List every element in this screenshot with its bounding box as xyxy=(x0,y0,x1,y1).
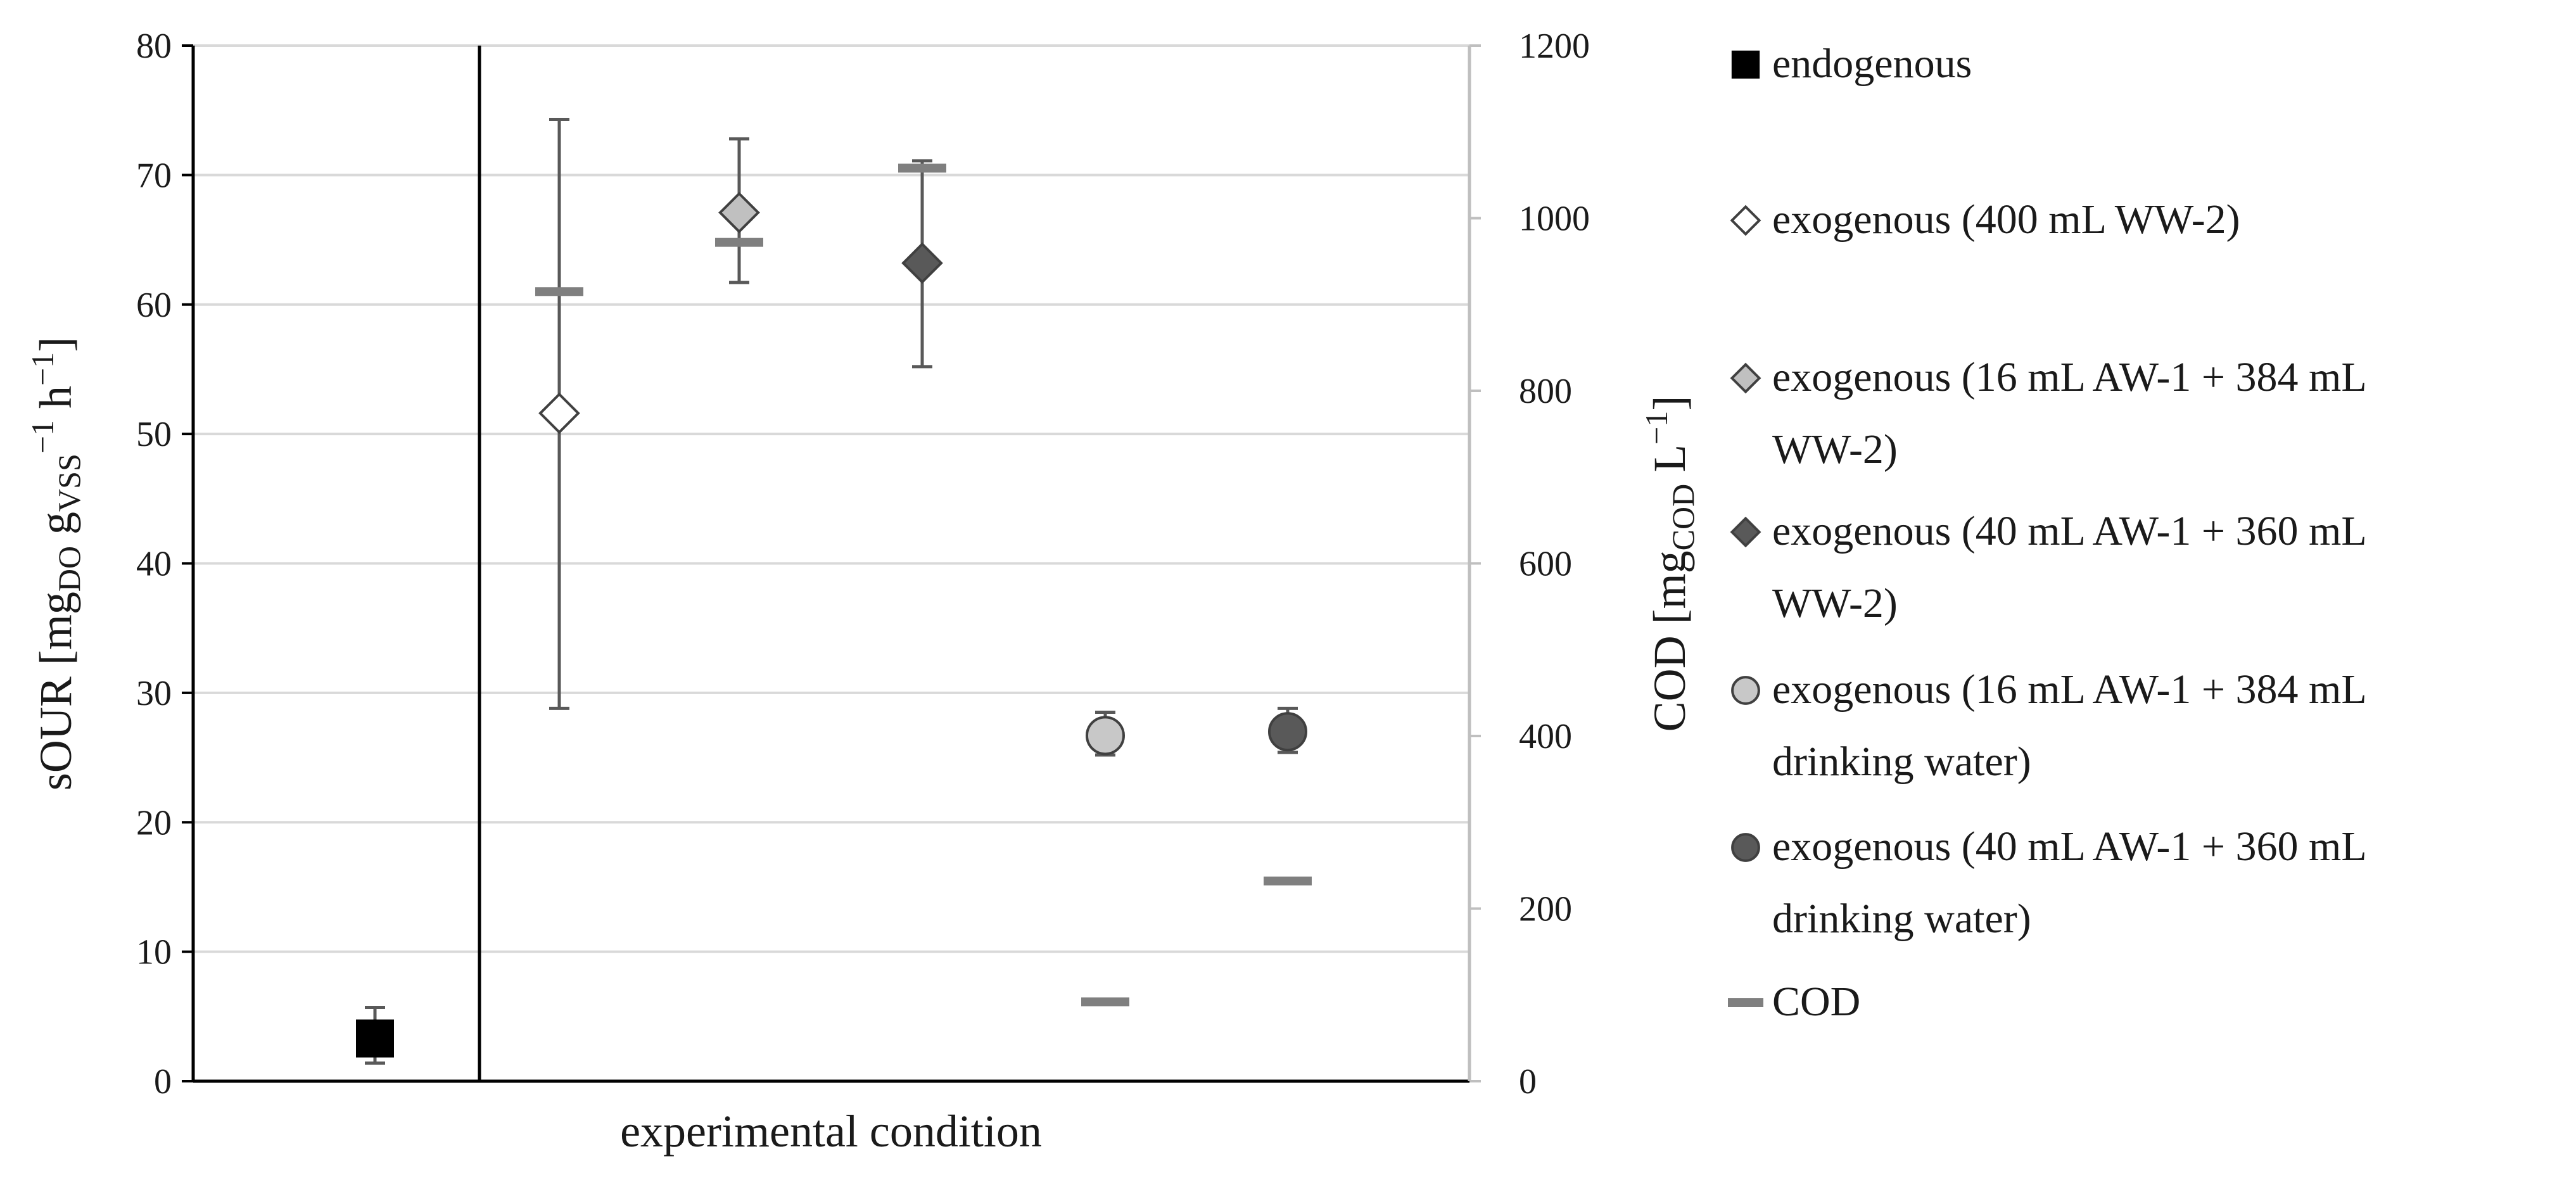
left-tick-labels: 0 10 20 30 40 50 60 70 80 xyxy=(136,27,172,1101)
right-tick-label-200: 200 xyxy=(1519,890,1572,929)
legend-label-3-2: WW-2) xyxy=(1772,426,1898,473)
left-tick-label-10: 10 xyxy=(136,933,172,972)
left-tick-label-40: 40 xyxy=(136,545,172,584)
data-point-1 xyxy=(356,1019,394,1058)
legend-label-2-1: exogenous (400 mL WW-2) xyxy=(1772,196,2240,243)
y-axis-title-mid: g xyxy=(30,512,81,546)
data-point-4 xyxy=(901,242,943,284)
cod-marker-1 xyxy=(535,287,583,296)
data-point-6 xyxy=(1268,712,1307,752)
y2-axis-title-main: COD [mg xyxy=(1644,550,1695,732)
legend-label-4-2: WW-2) xyxy=(1772,580,1898,626)
left-tick-label-0: 0 xyxy=(154,1062,172,1101)
y2-axis-title-mid: L xyxy=(1644,445,1695,484)
cod-marker-3 xyxy=(898,163,946,173)
legend-label-4-1: exogenous (40 mL AW-1 + 360 mL xyxy=(1772,508,2367,554)
legend-marker-4 xyxy=(1730,516,1761,548)
right-tick-label-800: 800 xyxy=(1519,372,1572,411)
right-tick-label-0: 0 xyxy=(1519,1062,1537,1101)
right-tick-label-1000: 1000 xyxy=(1519,200,1590,239)
data-point-2 xyxy=(538,392,580,435)
legend-marker-6 xyxy=(1731,833,1760,862)
y2-axis-title: COD [mgCOD L−1] xyxy=(1639,396,1701,732)
legend-label-5-1: exogenous (16 mL AW-1 + 384 mL xyxy=(1772,666,2367,713)
right-tick-label-1200: 1200 xyxy=(1519,27,1590,66)
left-tick-label-30: 30 xyxy=(136,674,172,713)
cod-markers xyxy=(535,163,1312,1006)
legend-label-6-1: exogenous (40 mL AW-1 + 360 mL xyxy=(1772,823,2367,870)
cod-marker-4 xyxy=(1081,997,1129,1006)
legend-label-1-1: endogenous xyxy=(1772,41,1972,87)
legend-marker-5 xyxy=(1731,676,1760,705)
legend-marker-7 xyxy=(1728,998,1763,1007)
y-axis-title-main: sOUR [mg xyxy=(30,592,81,790)
legend-marker-1 xyxy=(1731,50,1760,79)
x-axis-title: experimental condition xyxy=(620,1106,1042,1157)
legend-label-5-2: drinking water) xyxy=(1772,739,2031,785)
error-bars xyxy=(365,117,1298,1065)
y-axis-title-end: ] xyxy=(30,337,81,352)
y2-axis-title-sub: COD xyxy=(1665,484,1701,551)
y-axis-title-sub2: VSS xyxy=(51,454,87,512)
legend-marker-2 xyxy=(1730,205,1761,236)
cod-marker-2 xyxy=(715,238,763,247)
legend-marker-3 xyxy=(1730,362,1761,394)
y2-axis-title-sup: −1 xyxy=(1639,411,1674,445)
right-tick-labels: 0 200 400 600 800 1000 1200 xyxy=(1469,27,1590,1101)
left-tick-label-50: 50 xyxy=(136,415,172,454)
left-tick-label-70: 70 xyxy=(136,156,172,195)
right-tick-label-400: 400 xyxy=(1519,717,1572,756)
legend-label-6-2: drinking water) xyxy=(1772,896,2031,942)
legend-label-7-1: COD xyxy=(1772,979,1860,1025)
y-axis-title-sup1: −1 xyxy=(25,420,60,454)
data-point-3 xyxy=(718,191,760,234)
y-axis-title-sub1: DO xyxy=(51,546,87,592)
y-axis-title-mid2: h xyxy=(30,386,81,420)
y2-axis-title-end: ] xyxy=(1644,396,1695,411)
cod-marker-5 xyxy=(1264,876,1312,885)
y-axis-title: sOUR [mgDO gVSS−1 h−1] xyxy=(25,337,87,790)
y-axis-title-sup2: −1 xyxy=(25,352,60,386)
right-tick-label-600: 600 xyxy=(1519,545,1572,584)
gridlines xyxy=(182,44,1469,1082)
left-tick-label-80: 80 xyxy=(136,27,172,66)
left-tick-label-60: 60 xyxy=(136,286,172,325)
left-tick-label-20: 20 xyxy=(136,803,172,842)
legend-label-3-1: exogenous (16 mL AW-1 + 384 mL xyxy=(1772,354,2367,400)
data-markers xyxy=(356,191,1307,1058)
legend: endogenous exogenous (400 mL WW-2) exogeno… xyxy=(1728,41,2367,1025)
data-point-5 xyxy=(1086,716,1125,756)
